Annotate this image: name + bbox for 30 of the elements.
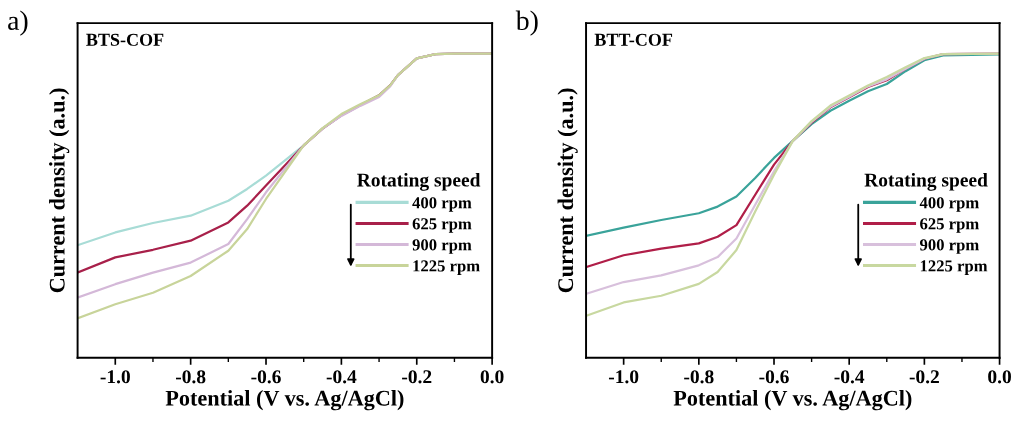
legend-title: Rotating speed xyxy=(357,172,481,191)
x-tick-label: -0.8 xyxy=(684,370,714,384)
legend-label: 400 rpm xyxy=(919,197,979,212)
x-axis-title: Potential (V vs. Ag/AgCl) xyxy=(165,390,404,411)
x-tick-label: -0.6 xyxy=(759,370,789,384)
y-axis-title: Current density (a.u.) xyxy=(49,88,70,293)
legend-label: 625 rpm xyxy=(412,218,472,233)
x-tick-label: -0.2 xyxy=(402,370,432,384)
legend-title: Rotating speed xyxy=(864,172,988,191)
x-tick-label: -1.0 xyxy=(100,370,130,384)
chart-title: BTT-COF xyxy=(594,33,673,46)
chart-title: BTS-COF xyxy=(86,33,164,46)
legend-label: 1225 rpm xyxy=(413,260,480,275)
x-tick-label: -1.0 xyxy=(608,370,639,384)
text: b) xyxy=(515,10,538,36)
legend-label: 900 rpm xyxy=(412,239,472,254)
legend-label: 1225 rpm xyxy=(920,260,988,275)
legend-label: 900 rpm xyxy=(919,239,979,254)
y-axis-title: Current density (a.u.) xyxy=(557,88,578,293)
legend-label: 400 rpm xyxy=(412,197,472,212)
x-tick-label: -0.2 xyxy=(909,370,939,384)
x-tick-label: -0.4 xyxy=(326,370,357,384)
legend-label: 625 rpm xyxy=(920,218,979,233)
x-axis-title: Potential (V vs. Ag/AgCl) xyxy=(673,390,912,411)
x-tick-label: -0.6 xyxy=(251,370,281,384)
text: a) xyxy=(8,10,28,36)
x-tick-label: -0.8 xyxy=(175,370,206,384)
x-tick-label: 0.0 xyxy=(480,370,504,384)
x-tick-label: 0.0 xyxy=(988,370,1011,384)
x-tick-label: -0.4 xyxy=(834,370,865,384)
